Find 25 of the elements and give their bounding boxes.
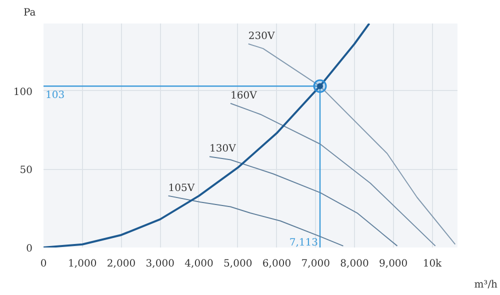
line-series xyxy=(208,156,398,246)
x-tick-label: 8,000 xyxy=(340,258,369,270)
y-tick-label: 100 xyxy=(13,86,33,98)
x-tick-label: 1,000 xyxy=(68,258,97,270)
series-label: 130V xyxy=(209,144,237,155)
x-tick-label: 5,000 xyxy=(224,258,252,270)
y-tick-label: 0 xyxy=(26,244,33,254)
series-label: 105V xyxy=(168,182,196,194)
x-tick-label: 4,000 xyxy=(184,258,214,270)
series-label: 230V xyxy=(248,30,276,42)
x-tick-label: 2,000 xyxy=(106,258,136,270)
series-label: 160V xyxy=(230,90,258,102)
ref-line-label: 103 xyxy=(46,90,65,102)
x-axis-title: m³/h xyxy=(474,280,498,290)
ref-line-label: 7,113 xyxy=(289,238,318,248)
y-axis-title: Pa xyxy=(24,8,36,18)
y-tick-label: 50 xyxy=(20,165,33,176)
line-series xyxy=(168,195,344,246)
x-tick-label: 7,000 xyxy=(301,258,330,270)
x-tick-label: 10k xyxy=(422,258,443,270)
x-tick-label: 3,000 xyxy=(146,258,174,270)
x-tick-label: 6,000 xyxy=(262,258,292,270)
x-tick-label: 0 xyxy=(40,258,47,270)
line-series xyxy=(44,24,370,248)
x-tick-label: 9,000 xyxy=(379,258,408,270)
